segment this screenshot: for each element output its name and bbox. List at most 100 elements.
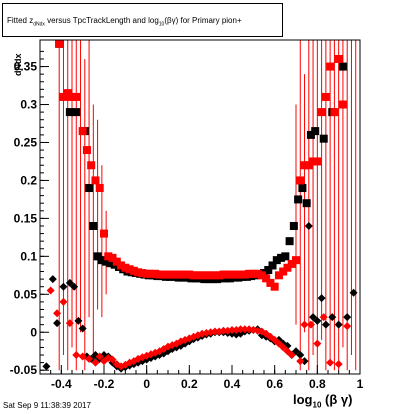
title-mid: versus TpcTrackLength and log bbox=[44, 16, 159, 25]
data-point bbox=[292, 256, 300, 265]
data-point bbox=[309, 157, 318, 166]
data-point bbox=[206, 271, 215, 280]
data-point bbox=[138, 269, 147, 278]
data-point bbox=[309, 313, 318, 322]
data-point bbox=[264, 266, 273, 275]
data-point bbox=[302, 199, 311, 208]
data-point bbox=[202, 271, 211, 280]
data-point bbox=[296, 176, 305, 185]
data-point bbox=[142, 269, 151, 278]
data-point bbox=[210, 327, 219, 336]
data-point bbox=[245, 269, 254, 278]
x-axis-label-post: (β γ) bbox=[321, 392, 353, 407]
x-tick-label: 0.6 bbox=[266, 377, 283, 391]
data-point bbox=[108, 253, 117, 262]
data-point bbox=[181, 270, 190, 279]
y-tick-label: 0.2 bbox=[20, 173, 37, 187]
data-point bbox=[313, 316, 322, 325]
data-point bbox=[72, 108, 81, 117]
data-point bbox=[95, 352, 104, 361]
x-tick-label: 0.4 bbox=[224, 377, 241, 391]
data-point bbox=[89, 221, 98, 230]
data-point bbox=[65, 319, 74, 328]
data-point bbox=[159, 270, 168, 279]
data-point bbox=[257, 271, 266, 280]
data-point bbox=[287, 259, 296, 268]
data-point bbox=[321, 92, 330, 101]
data-point bbox=[304, 161, 313, 170]
data-point bbox=[240, 270, 249, 279]
data-point bbox=[63, 89, 72, 98]
data-point bbox=[74, 316, 83, 325]
data-point bbox=[326, 358, 335, 367]
data-point bbox=[296, 357, 305, 366]
data-point bbox=[59, 297, 68, 306]
data-point bbox=[343, 322, 352, 331]
x-tick-label: 0.2 bbox=[181, 377, 198, 391]
data-point bbox=[91, 358, 100, 367]
chart-title: Fitted zdNdx versus TpcTrackLength and l… bbox=[2, 3, 283, 37]
data-point bbox=[100, 229, 108, 238]
data-point bbox=[311, 127, 320, 136]
data-point bbox=[317, 294, 326, 303]
data-point bbox=[168, 270, 177, 279]
data-point bbox=[125, 265, 134, 274]
data-point bbox=[219, 270, 228, 279]
x-axis-label-pre: log bbox=[293, 392, 313, 407]
data-point bbox=[232, 270, 241, 279]
data-point bbox=[172, 270, 181, 279]
data-point bbox=[59, 92, 68, 101]
data-point bbox=[313, 157, 322, 166]
data-point bbox=[270, 335, 279, 344]
data-point bbox=[249, 325, 258, 334]
data-point bbox=[266, 278, 275, 287]
data-point bbox=[85, 354, 94, 363]
data-point bbox=[334, 360, 343, 369]
data-point bbox=[281, 252, 290, 261]
data-point bbox=[53, 319, 62, 328]
data-point bbox=[72, 351, 81, 360]
data-point bbox=[300, 161, 309, 170]
data-point bbox=[334, 320, 343, 329]
data-point bbox=[91, 176, 100, 185]
data-point bbox=[93, 252, 102, 261]
data-point bbox=[82, 146, 91, 155]
data-point bbox=[283, 263, 292, 272]
data-point bbox=[292, 347, 300, 356]
data-point bbox=[198, 271, 207, 280]
data-point bbox=[59, 282, 68, 291]
data-point bbox=[78, 127, 87, 136]
data-point bbox=[85, 184, 94, 193]
data-point bbox=[68, 92, 76, 101]
data-point bbox=[176, 270, 185, 279]
data-point bbox=[215, 271, 224, 280]
data-point bbox=[210, 271, 219, 280]
y-tick-label: 0 bbox=[30, 325, 37, 339]
data-point bbox=[300, 320, 309, 329]
data-point bbox=[274, 271, 283, 280]
data-point bbox=[334, 54, 343, 63]
data-point bbox=[78, 352, 87, 361]
data-point bbox=[117, 261, 126, 270]
data-point bbox=[70, 282, 79, 291]
data-point bbox=[330, 108, 339, 117]
datestamp: Sat Sep 9 11:38:39 2017 bbox=[3, 401, 91, 410]
data-point bbox=[146, 269, 155, 278]
data-point bbox=[349, 288, 358, 297]
title-pre: Fitted z bbox=[7, 16, 34, 25]
data-point bbox=[338, 100, 347, 109]
data-point bbox=[46, 286, 55, 295]
data-point bbox=[104, 252, 113, 261]
data-point bbox=[294, 195, 303, 204]
data-point bbox=[298, 184, 307, 193]
data-point bbox=[155, 270, 164, 279]
data-point bbox=[319, 134, 328, 143]
y-axis-label: dNdx bbox=[13, 53, 23, 77]
data-point bbox=[253, 269, 262, 278]
data-point bbox=[189, 271, 198, 280]
data-point bbox=[285, 237, 294, 246]
data-point bbox=[321, 320, 330, 329]
data-point bbox=[102, 257, 111, 266]
data-point bbox=[287, 351, 296, 360]
